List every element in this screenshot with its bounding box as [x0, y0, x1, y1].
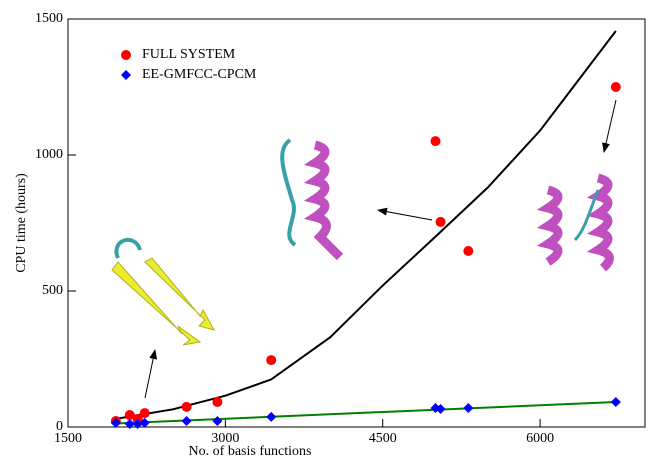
data-point — [266, 355, 277, 366]
arrow — [377, 207, 433, 221]
data-point — [435, 404, 446, 415]
legend-marker — [121, 70, 131, 80]
fit-line — [115, 30, 617, 420]
data-point — [212, 416, 223, 427]
data-point — [124, 410, 135, 421]
data-point — [139, 408, 150, 419]
legend-marker — [121, 50, 131, 60]
protein-helix-1 — [280, 138, 344, 261]
data-point — [124, 419, 135, 430]
data-point — [266, 411, 277, 422]
fit-line — [115, 400, 616, 425]
data-point — [435, 216, 446, 227]
data-point — [181, 416, 192, 427]
x-tick-label: 3000 — [211, 431, 239, 446]
data-point — [463, 402, 474, 413]
data-point — [110, 417, 121, 428]
x-tick-label: 4500 — [369, 431, 397, 446]
y-tick-label: 1000 — [35, 147, 63, 162]
y-tick-label: 500 — [42, 283, 63, 298]
data-point — [132, 419, 143, 430]
protein-helix-2 — [536, 173, 614, 272]
data-point — [139, 417, 150, 428]
y-axis-label: CPU time (hours) — [14, 173, 29, 273]
data-point — [430, 136, 441, 147]
arrow — [602, 99, 617, 153]
y-tick-label: 1500 — [35, 11, 63, 26]
plot-frame — [67, 18, 646, 428]
legend-label: FULL SYSTEM — [142, 47, 236, 62]
legend-label: EE-GMFCC-CPCM — [142, 67, 257, 82]
data-point — [181, 401, 192, 412]
data-point — [463, 246, 474, 257]
data-point — [212, 396, 223, 407]
x-tick-label: 6000 — [526, 431, 554, 446]
x-axis-label: No. of basis functions — [189, 444, 312, 459]
y-tick-label: 0 — [56, 419, 63, 434]
protein-hairpin — [111, 238, 216, 346]
arrow — [144, 349, 158, 399]
x-tick-label: 1500 — [54, 431, 82, 446]
data-point — [610, 82, 621, 92]
data-point — [610, 396, 621, 407]
